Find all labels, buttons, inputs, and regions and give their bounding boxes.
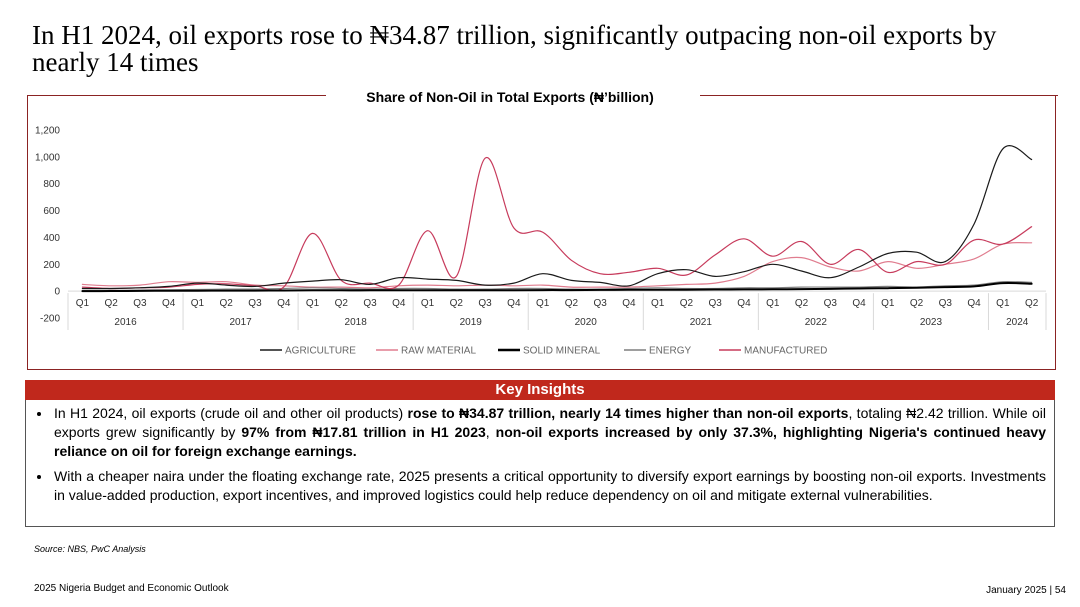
year-label: 2017 <box>229 317 252 328</box>
insights-list: In H1 2024, oil exports (crude oil and o… <box>34 404 1046 505</box>
x-tick-label: Q2 <box>795 298 809 309</box>
x-tick-label: Q1 <box>651 298 665 309</box>
x-tick-label: Q1 <box>191 298 205 309</box>
year-label: 2024 <box>1006 317 1029 328</box>
x-tick-label: Q2 <box>335 298 349 309</box>
x-tick-label: Q2 <box>680 298 694 309</box>
x-tick-label: Q1 <box>766 298 780 309</box>
y-tick-label: 800 <box>43 179 60 190</box>
legend-label: AGRICULTURE <box>285 346 356 357</box>
x-tick-label: Q1 <box>881 298 895 309</box>
x-tick-label: Q4 <box>392 298 406 309</box>
insight-1-text-c: , <box>485 424 496 440</box>
x-tick-label: Q4 <box>162 298 176 309</box>
x-tick-label: Q1 <box>421 298 435 309</box>
key-insights-box: In H1 2024, oil exports (crude oil and o… <box>25 400 1055 527</box>
footer-date-page: January 2025 | 54 <box>986 585 1066 596</box>
frame-top-left-border <box>27 95 326 96</box>
legend-label: RAW MATERIAL <box>401 346 476 357</box>
series-line-agriculture <box>81 145 1033 290</box>
year-label: 2016 <box>114 317 137 328</box>
y-tick-label: 1,000 <box>35 152 60 163</box>
x-tick-label: Q4 <box>967 298 981 309</box>
series-line-manufactured <box>81 157 1033 292</box>
insight-1-text-a: In H1 2024, oil exports (crude oil and o… <box>54 405 408 421</box>
y-tick-label: 600 <box>43 206 60 217</box>
x-tick-label: Q1 <box>536 298 550 309</box>
series-line-solid-mineral <box>81 281 1033 293</box>
x-tick-label: Q2 <box>910 298 924 309</box>
x-tick-label: Q1 <box>306 298 320 309</box>
x-tick-label: Q3 <box>133 298 147 309</box>
insight-bullet-2: With a cheaper naira under the floating … <box>52 467 1046 505</box>
x-tick-label: Q2 <box>220 298 234 309</box>
x-tick-label: Q2 <box>450 298 464 309</box>
legend-label: SOLID MINERAL <box>523 346 601 357</box>
line-chart: 1,200 1,000 800 600 400 200 0 -200 Q1 Q2 Q3 Q4 Q1 Q2 Q… <box>35 126 1047 357</box>
x-tick-label: Q1 <box>996 298 1010 309</box>
slide-title: In H1 2024, oil exports rose to ₦34.87 t… <box>32 20 997 77</box>
year-label: 2020 <box>575 317 598 328</box>
y-tick-label: 0 <box>54 287 60 298</box>
x-tick-label: Q4 <box>622 298 636 309</box>
year-label: 2018 <box>345 317 368 328</box>
x-tick-label: Q1 <box>76 298 90 309</box>
year-label: 2022 <box>805 317 828 328</box>
x-tick-label: Q3 <box>939 298 953 309</box>
x-tick-label: Q3 <box>248 298 262 309</box>
series-line-energy <box>81 281 1033 292</box>
x-tick-label: Q3 <box>593 298 607 309</box>
x-tick-label: Q4 <box>737 298 751 309</box>
y-tick-label: 1,200 <box>35 126 60 137</box>
y-tick-label: 400 <box>43 233 60 244</box>
footer-report-title: 2025 Nigeria Budget and Economic Outlook <box>34 583 229 594</box>
x-tick-label: Q2 <box>1025 298 1039 309</box>
insight-1-bold-b: 97% from ₦17.81 trillion in H1 2023 <box>241 424 486 440</box>
x-tick-label: Q2 <box>104 298 118 309</box>
x-tick-label: Q3 <box>709 298 723 309</box>
x-tick-label: Q4 <box>507 298 521 309</box>
x-tick-label: Q2 <box>565 298 579 309</box>
insight-1-bold-c: non-oil exports increased by only 37.3%,… <box>54 424 1047 459</box>
key-insights-heading: Key Insights <box>25 380 1055 400</box>
y-tick-label: -200 <box>40 314 60 325</box>
x-tick-label: Q4 <box>277 298 291 309</box>
source-note: Source: NBS, PwC Analysis <box>34 544 146 554</box>
legend-label: ENERGY <box>649 346 692 357</box>
insight-1-text-b: , totaling ₦2.42 trillion. While oil exp… <box>54 405 1046 440</box>
year-label: 2021 <box>690 317 713 328</box>
frame-top-right-border <box>700 95 1058 96</box>
chart-frame <box>27 95 1058 370</box>
x-tick-label: Q3 <box>363 298 377 309</box>
x-tick-label: Q4 <box>852 298 866 309</box>
year-label: 2023 <box>920 317 943 328</box>
chart-title: Share of Non-Oil in Total Exports (₦’bil… <box>366 89 654 105</box>
year-label: 2019 <box>460 317 483 328</box>
insight-bullet-1: In H1 2024, oil exports (crude oil and o… <box>52 404 1046 461</box>
x-tick-label: Q3 <box>478 298 492 309</box>
series-line-raw-material <box>81 241 1033 289</box>
y-tick-label: 200 <box>43 260 60 271</box>
x-tick-label: Q3 <box>824 298 838 309</box>
legend-label: MANUFACTURED <box>744 346 827 357</box>
insight-1-bold-a: rose to ₦34.87 trillion, nearly 14 times… <box>407 405 849 421</box>
